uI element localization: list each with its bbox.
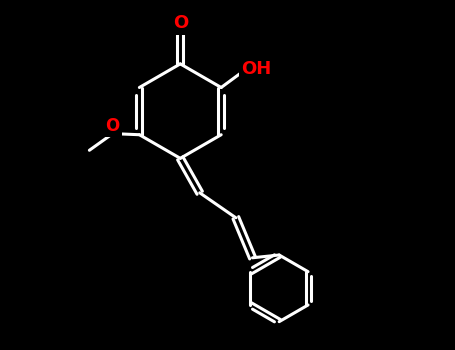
Text: OH: OH bbox=[241, 60, 271, 78]
Text: O: O bbox=[106, 117, 120, 135]
Text: O: O bbox=[172, 14, 188, 32]
